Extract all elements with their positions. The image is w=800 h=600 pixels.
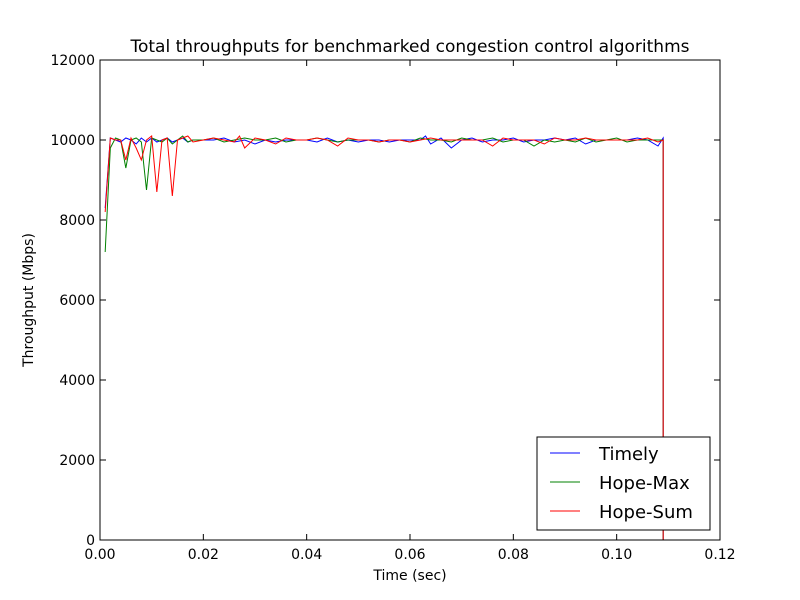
y-tick-label: 4000 [59, 373, 95, 389]
x-axis-label: Time (sec) [372, 568, 446, 584]
legend: Timely Hope-Max Hope-Sum [536, 436, 711, 531]
y-axis: 0 2000 4000 6000 8000 10000 12000 [50, 53, 720, 549]
y-tick-label: 6000 [59, 293, 95, 309]
chart-title: Total throughputs for benchmarked conges… [129, 37, 689, 57]
series-line-hope-max [104, 135, 664, 540]
x-tick-label: 0.10 [601, 547, 632, 563]
x-tick-label: 0.00 [84, 547, 115, 563]
x-tick-label: 0.06 [394, 547, 425, 563]
y-tick-label: 12000 [50, 53, 95, 69]
legend-label: Hope-Max [599, 473, 690, 494]
series-line-hope-sum [104, 135, 664, 540]
y-axis-label: Throughput (Mbps) [21, 233, 37, 368]
x-axis: 0.00 0.02 0.04 0.06 0.08 0.10 0.12 [84, 60, 736, 563]
legend-label: Timely [598, 444, 659, 465]
x-tick-label: 0.04 [291, 547, 322, 563]
x-tick-label: 0.02 [188, 547, 219, 563]
y-tick-label: 10000 [50, 133, 95, 149]
legend-label: Hope-Sum [599, 502, 693, 523]
y-tick-label: 8000 [59, 213, 95, 229]
x-tick-label: 0.08 [498, 547, 529, 563]
y-tick-label: 2000 [59, 453, 95, 469]
x-tick-label: 0.12 [704, 547, 735, 563]
y-tick-label: 0 [86, 533, 95, 549]
plot-lines [104, 135, 664, 540]
